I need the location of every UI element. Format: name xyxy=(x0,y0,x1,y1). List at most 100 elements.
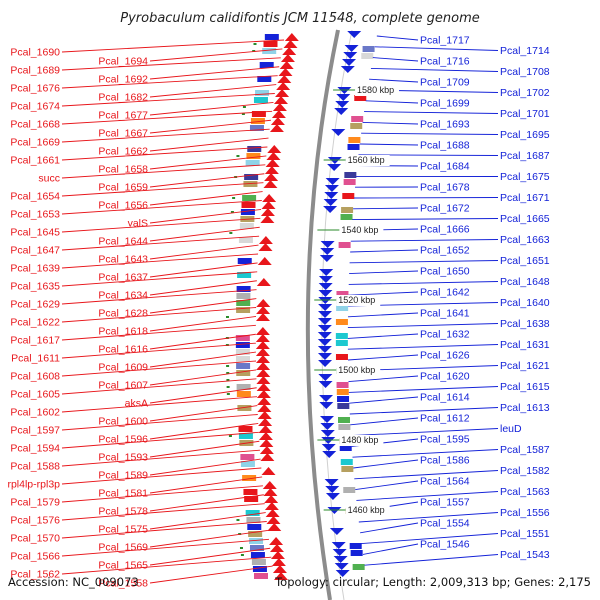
forward-gene-block xyxy=(245,160,260,166)
gene-label-reverse: Pcal_1709 xyxy=(420,77,470,89)
leader-line-forward xyxy=(61,360,257,377)
gene-label-reverse: Pcal_1614 xyxy=(420,392,470,404)
gc-dot xyxy=(228,435,232,437)
gc-dot xyxy=(226,372,230,374)
reverse-gene-arrow xyxy=(325,493,340,500)
reverse-gene-arrow xyxy=(324,185,339,192)
leader-line-reverse xyxy=(354,470,499,480)
forward-gene-arrow xyxy=(264,495,279,503)
gene-label-forward: Pcal_1669 xyxy=(10,137,60,149)
reverse-gene-arrow xyxy=(327,164,342,171)
leader-line-forward xyxy=(61,556,272,575)
reverse-gene-arrow xyxy=(322,451,337,458)
leader-line-forward xyxy=(149,191,263,206)
gene-label-forward: Pcal_1629 xyxy=(10,299,60,311)
reverse-gene-arrow xyxy=(342,59,357,66)
gc-dot xyxy=(239,547,243,549)
forward-gene-block xyxy=(236,300,251,306)
reverse-gene-arrow xyxy=(319,255,334,262)
leader-line-forward xyxy=(61,164,266,179)
forward-gene-block xyxy=(251,111,266,117)
gene-label-forward: Pcal_1562 xyxy=(10,569,60,581)
reverse-gene-block xyxy=(341,466,354,472)
gene-label-reverse: Pcal_1551 xyxy=(500,528,550,540)
leader-line-forward xyxy=(149,494,264,512)
forward-gene-arrow xyxy=(270,117,285,125)
gene-labels: Pcal_1690 Pcal_1694 Pcal_1689 Pcal_1692 Pcal… xyxy=(7,35,549,590)
reverse-gene-block xyxy=(352,564,365,570)
forward-gene-block xyxy=(236,307,251,313)
gene-label-reverse: Pcal_1631 xyxy=(500,339,550,351)
forward-gene-block xyxy=(246,517,261,523)
gene-label-reverse: Pcal_1678 xyxy=(420,182,470,194)
gene-label-reverse: Pcal_1648 xyxy=(500,276,550,288)
gc-dot xyxy=(252,50,256,52)
gene-label-forward: Pcal_1600 xyxy=(98,416,148,428)
forward-gene-block xyxy=(236,286,251,292)
gene-label-forward: Pcal_1578 xyxy=(98,506,148,518)
leader-line-reverse xyxy=(364,554,499,566)
gene-label-reverse: Pcal_1716 xyxy=(420,56,470,68)
forward-gene-arrow xyxy=(263,180,278,188)
tick-label: 1500 kbp xyxy=(338,365,375,375)
gc-dot xyxy=(236,155,240,157)
leader-line-forward xyxy=(61,235,260,251)
gc-dot xyxy=(242,106,246,108)
reverse-gene-block xyxy=(350,123,363,129)
leader-line-forward xyxy=(149,369,257,386)
gene-label-forward: Pcal_1634 xyxy=(98,290,148,302)
gene-label-forward: Pcal_1588 xyxy=(10,461,60,473)
forward-gene-block xyxy=(236,363,251,369)
leader-line-forward xyxy=(149,387,257,404)
leader-line-forward xyxy=(149,458,261,476)
leader-line-forward xyxy=(61,182,264,197)
forward-gene-arrow xyxy=(264,502,279,510)
leader-line-reverse xyxy=(356,491,499,501)
gene-label-reverse: Pcal_1612 xyxy=(420,413,470,425)
leader-line-forward xyxy=(149,315,257,332)
gc-dot xyxy=(226,393,230,395)
forward-gene-arrow xyxy=(259,446,274,454)
gene-label-forward: Pcal_1605 xyxy=(10,389,60,401)
gene-label-forward: Pcal_1677 xyxy=(98,110,148,122)
leader-line-forward xyxy=(149,244,259,260)
reverse-gene-block xyxy=(337,403,350,409)
reverse-gene-block xyxy=(335,333,348,339)
forward-gene-arrow xyxy=(257,404,272,412)
leader-line-reverse xyxy=(347,312,419,318)
forward-gene-block xyxy=(250,118,265,124)
forward-gene-arrow xyxy=(272,565,287,573)
reverse-gene-block xyxy=(335,340,348,346)
reverse-gene-arrow xyxy=(318,276,333,283)
gene-label-reverse: Pcal_1701 xyxy=(500,108,550,120)
leader-line-reverse xyxy=(370,67,499,72)
leader-line-reverse xyxy=(365,100,419,104)
gene-label-forward: Pcal_1608 xyxy=(10,371,60,383)
leader-line-reverse xyxy=(348,281,499,285)
leader-line-reverse xyxy=(350,249,419,253)
reverse-gene-arrow xyxy=(329,528,344,535)
gene-label-forward: rpl4lp-rpl3p xyxy=(7,479,60,491)
leader-line-forward xyxy=(149,84,277,98)
leader-line-reverse xyxy=(364,111,499,114)
forward-gene-arrow xyxy=(262,481,277,489)
gc-dot xyxy=(236,519,240,521)
forward-gene-block xyxy=(236,293,251,299)
gene-label-forward: Pcal_1658 xyxy=(98,164,148,176)
leader-line-reverse xyxy=(369,78,419,83)
gene-label-reverse: Pcal_1641 xyxy=(420,308,470,320)
forward-gene-arrow xyxy=(257,257,272,265)
forward-gene-arrow xyxy=(258,243,273,251)
gene-label-reverse: Pcal_1708 xyxy=(500,66,550,78)
reverse-gene-block xyxy=(336,382,349,388)
gene-label-reverse: Pcal_1582 xyxy=(500,465,550,477)
forward-gene-arrow xyxy=(256,376,271,384)
forward-gene-arrow xyxy=(283,40,298,48)
gene-label-forward: Pcal_1565 xyxy=(98,560,148,572)
gene-label-forward: Pcal_1644 xyxy=(98,236,148,248)
leader-line-forward xyxy=(61,503,265,521)
leader-line-forward xyxy=(61,57,281,71)
reverse-gene-arrow xyxy=(318,304,333,311)
gene-label-forward: Pcal_1596 xyxy=(98,434,148,446)
